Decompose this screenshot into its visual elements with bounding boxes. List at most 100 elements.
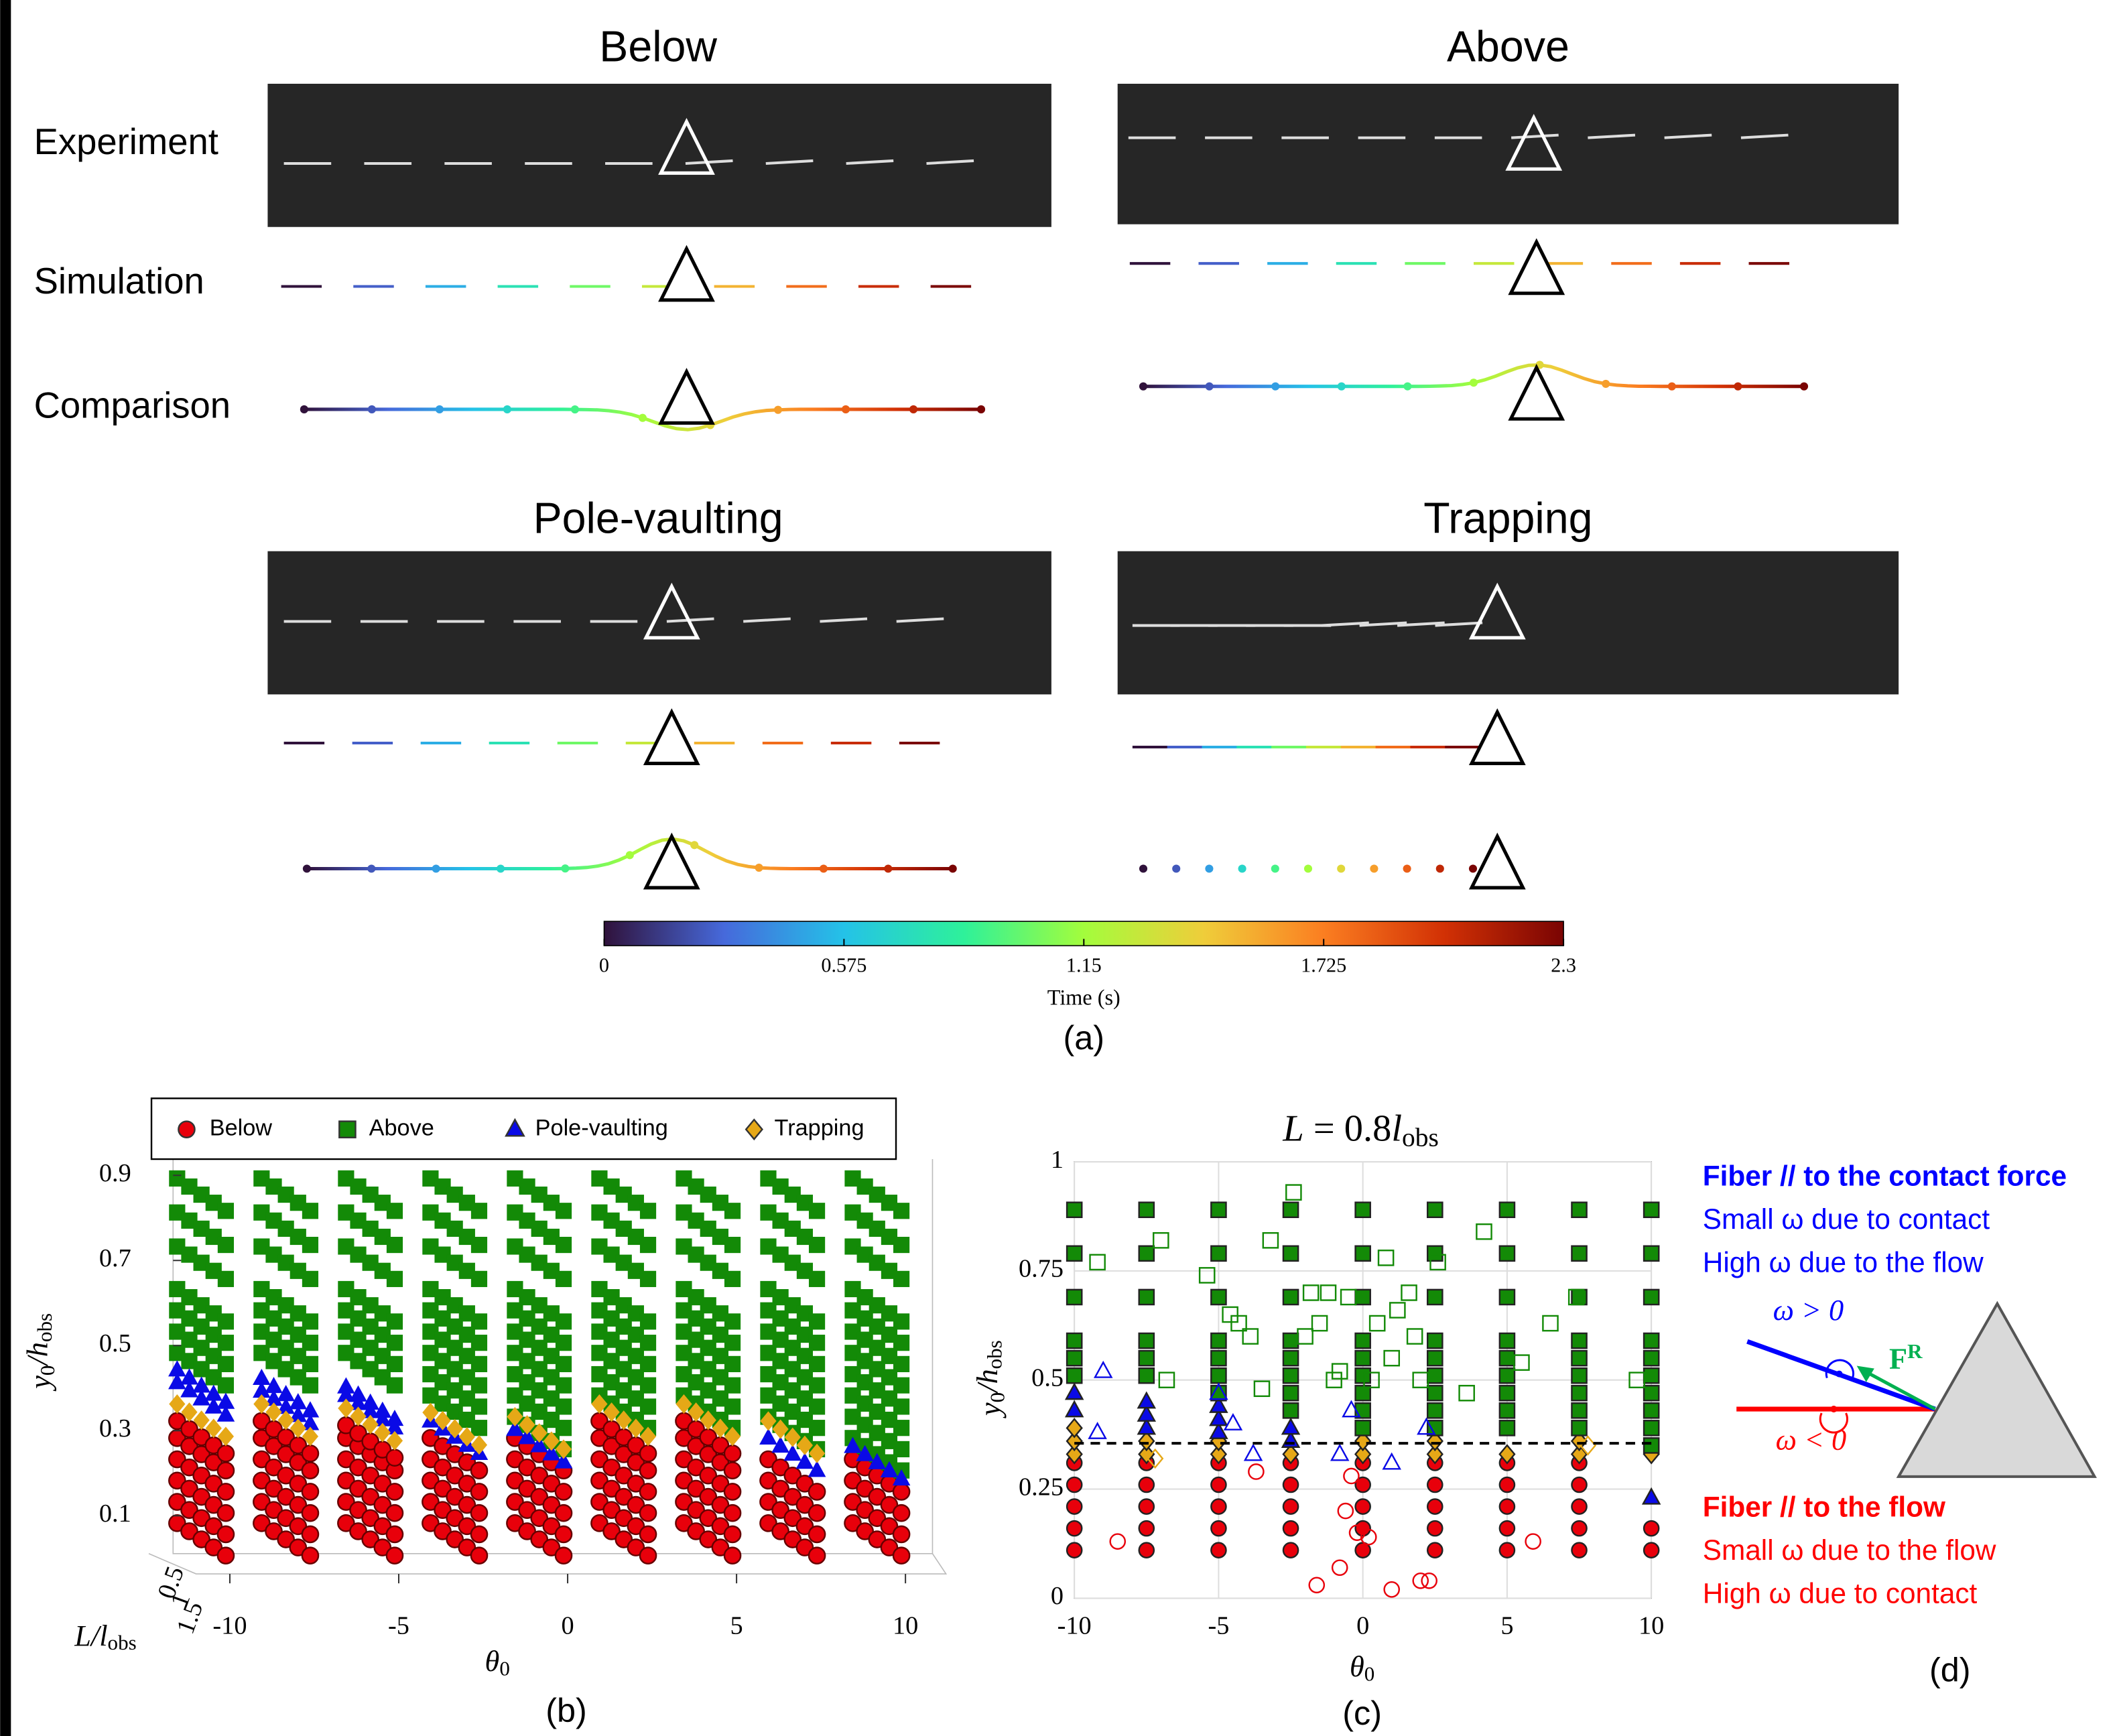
marker	[458, 1453, 476, 1471]
trajectory-dot	[1205, 864, 1214, 873]
marker	[711, 1475, 730, 1493]
marker	[1348, 1524, 1366, 1541]
marker	[1570, 1444, 1588, 1465]
marker	[808, 1483, 826, 1501]
marker	[1426, 1349, 1443, 1367]
marker	[1066, 1476, 1083, 1493]
fiber-image	[1664, 133, 1712, 139]
marker	[1066, 1245, 1083, 1262]
marker	[1210, 1444, 1228, 1465]
marker	[1066, 1332, 1083, 1349]
marker	[1153, 1231, 1169, 1249]
marker	[1138, 1201, 1155, 1218]
marker	[180, 1501, 198, 1519]
marker	[892, 1546, 911, 1565]
marker	[615, 1410, 632, 1430]
marker	[880, 1517, 899, 1536]
math-part: 0	[1364, 1662, 1375, 1686]
y-tick-label: 0.5	[1031, 1363, 1064, 1392]
marker	[422, 1514, 440, 1532]
obstacle	[1505, 113, 1563, 171]
legend-label: Pole-vaulting	[535, 1116, 668, 1141]
marker	[808, 1461, 826, 1477]
marker	[385, 1449, 404, 1467]
marker	[542, 1517, 561, 1536]
marker	[1337, 1502, 1354, 1520]
marker	[386, 1270, 403, 1287]
marker	[1210, 1476, 1227, 1493]
marker	[711, 1495, 730, 1514]
marker	[470, 1270, 488, 1287]
marker	[1326, 1372, 1342, 1388]
math-part: /h	[970, 1369, 1004, 1394]
marker	[1137, 1391, 1157, 1409]
colorbar-tick-label: 1.725	[1301, 954, 1346, 977]
x-tick-label: 0	[561, 1611, 574, 1640]
marker	[349, 1479, 367, 1498]
marker	[192, 1509, 210, 1528]
marker	[205, 1418, 222, 1439]
marker	[554, 1504, 573, 1522]
marker	[253, 1471, 271, 1490]
marker	[1401, 1284, 1417, 1301]
marker	[1571, 1332, 1588, 1349]
y-tick-label: 0.3	[99, 1414, 131, 1443]
marker	[627, 1538, 645, 1556]
marker	[302, 1377, 319, 1394]
marker	[1570, 1430, 1588, 1452]
marker	[639, 1236, 657, 1254]
marker	[168, 1360, 186, 1377]
marker	[712, 1418, 728, 1439]
trajectory-dot	[1337, 382, 1346, 391]
trajectory-dot	[1271, 382, 1280, 391]
marker	[1066, 1430, 1083, 1452]
marker	[265, 1458, 283, 1477]
fiber-image	[765, 159, 814, 165]
marker	[590, 1493, 608, 1511]
trajectory-dot	[1403, 382, 1412, 391]
marker	[1571, 1367, 1588, 1384]
marker	[1571, 1245, 1588, 1262]
marker	[1089, 1254, 1106, 1271]
marker	[639, 1461, 657, 1479]
marker	[723, 1504, 742, 1522]
marker	[216, 1525, 235, 1544]
marker	[180, 1381, 198, 1398]
marker	[422, 1450, 440, 1469]
marker	[759, 1450, 777, 1469]
marker	[168, 1493, 186, 1511]
marker	[602, 1458, 621, 1477]
marker	[277, 1509, 295, 1528]
x-tick-label: -5	[1208, 1611, 1229, 1640]
marker	[555, 1203, 572, 1219]
marker	[1210, 1520, 1227, 1537]
marker	[1421, 1572, 1437, 1589]
marker	[639, 1270, 657, 1287]
marker	[204, 1397, 223, 1414]
marker	[893, 1203, 910, 1219]
marker	[301, 1546, 320, 1565]
math-part: θ	[1350, 1650, 1364, 1683]
marker	[1426, 1245, 1443, 1262]
marker	[349, 1458, 367, 1477]
marker	[1066, 1520, 1083, 1537]
marker	[1498, 1402, 1516, 1419]
marker	[1209, 1395, 1228, 1413]
marker	[1498, 1349, 1516, 1367]
marker	[1498, 1444, 1516, 1465]
marker	[253, 1450, 271, 1469]
obstacle	[1468, 582, 1526, 640]
marker	[1302, 1284, 1320, 1301]
marker	[386, 1203, 403, 1219]
marker	[1138, 1476, 1155, 1493]
marker	[1542, 1315, 1559, 1332]
pivot	[1830, 1406, 1838, 1413]
marker	[301, 1461, 320, 1479]
marker	[591, 1394, 608, 1414]
trajectory-dot	[570, 405, 579, 414]
x-tick-label: -10	[212, 1611, 247, 1640]
marker	[1282, 1201, 1299, 1218]
marker	[1426, 1402, 1443, 1419]
marker	[1066, 1288, 1083, 1306]
marker	[470, 1546, 489, 1565]
